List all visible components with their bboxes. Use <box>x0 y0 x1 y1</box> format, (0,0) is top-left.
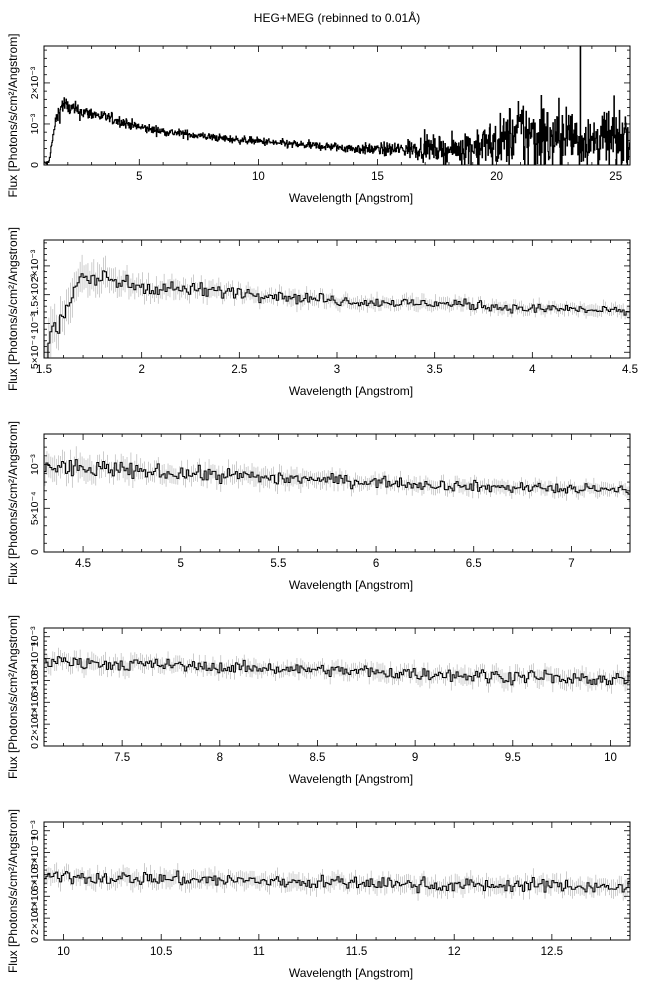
plot-frame <box>43 433 631 553</box>
spectrum-panel-1: 5 10 15 20 25 0 10⁻³ 2×10⁻³ Wavelength [Angstrom… <box>6 33 631 205</box>
x-tick-label: 7.5 <box>114 752 130 764</box>
spectrum-panel-3: 4.5 5 5.5 6 6.5 7 0 5×10⁻⁴ 10⁻³ Wavelength [Angst… <box>6 421 631 592</box>
x-tick-label: 2 <box>138 364 144 376</box>
x-tick-label: 6.5 <box>466 558 482 570</box>
x-tick-label: 1.5 <box>36 364 52 376</box>
spectrum-line <box>44 656 630 686</box>
x-axis-label: Wavelength [Angstrom] <box>289 384 413 398</box>
error-bars <box>44 862 630 901</box>
y-tick-label: 8×10⁻⁴ <box>29 642 41 676</box>
y-tick-label: 1.5×10⁻³ <box>29 273 41 315</box>
y-tick-label: 0 <box>29 549 41 555</box>
y-axis-label: Flux [Photons/s/cm²/Angstrom] <box>6 227 20 391</box>
x-tick-label: 4 <box>529 364 536 376</box>
x-tick-label: 10 <box>604 752 617 764</box>
y-tick-label: 0 <box>29 743 41 749</box>
y-axis-label: Flux [Photons/s/cm²/Angstrom] <box>6 421 20 585</box>
x-tick-label: 8 <box>217 752 223 764</box>
y-axis-label: Flux [Photons/s/cm²/Angstrom] <box>6 33 20 197</box>
y-tick-label: 0 <box>29 162 41 168</box>
y-tick-label: 5×10⁻⁴ <box>29 335 41 369</box>
figure-title: HEG+MEG (rebinned to 0.01Å) <box>254 10 420 25</box>
spectrum-series <box>44 647 630 694</box>
spectrum-line <box>44 459 630 495</box>
x-axis-label: Wavelength [Angstrom] <box>289 966 413 980</box>
y-tick-label: 10⁻³ <box>29 626 41 647</box>
x-tick-label: 10 <box>252 171 265 183</box>
x-tick-label: 12.5 <box>541 946 563 958</box>
spectrum-panel-2: 1.5 2 2.5 3 3.5 4 4.5 5×10⁻⁴10⁻³1.5×10⁻³2×10⁻³ W… <box>6 227 638 398</box>
x-tick-label: 20 <box>490 171 503 183</box>
x-tick-label: 3 <box>334 364 340 376</box>
spectrum-line <box>44 46 630 165</box>
x-tick-label: 3.5 <box>427 364 443 376</box>
x-tick-label: 15 <box>371 171 384 183</box>
y-tick-label: 4×10⁻⁴ <box>29 879 41 913</box>
spectrum-panel-4: 7.5 8 8.5 9 9.5 10 0 2×10⁻⁴4×10⁻⁴6×10⁻⁴8×10⁻⁴10… <box>6 615 631 786</box>
y-axis-label: Flux [Photons/s/cm²/Angstrom] <box>6 809 20 973</box>
x-tick-label: 11.5 <box>346 946 368 958</box>
error-bars <box>44 647 630 694</box>
y-tick-label: 10⁻³ <box>29 113 41 134</box>
x-tick-label: 5.5 <box>270 558 286 570</box>
x-tick-label: 12 <box>448 946 461 958</box>
y-tick-label: 6×10⁻⁴ <box>29 664 41 698</box>
x-tick-label: 5 <box>178 558 184 570</box>
x-axis-label: Wavelength [Angstrom] <box>289 772 413 786</box>
x-tick-label: 10 <box>57 946 70 958</box>
y-tick-label: 2×10⁻⁴ <box>29 901 41 935</box>
x-tick-label: 4.5 <box>75 558 91 570</box>
y-tick-label: 2×10⁻³ <box>29 249 41 282</box>
x-tick-label: 9 <box>412 752 418 764</box>
y-tick-label: 8×10⁻⁴ <box>29 836 41 870</box>
plot-frame <box>43 45 631 166</box>
y-tick-label: 5×10⁻⁴ <box>29 491 41 525</box>
spectrum-series <box>44 254 630 358</box>
y-tick-label: 0 <box>29 937 41 943</box>
plot-frame <box>43 627 631 747</box>
y-tick-label: 6×10⁻⁴ <box>29 858 41 892</box>
spectrum-series <box>44 862 630 901</box>
spectrum-series <box>44 46 630 165</box>
x-tick-label: 7 <box>568 558 574 570</box>
spectrum-line <box>47 270 630 358</box>
x-axis-label: Wavelength [Angstrom] <box>289 578 413 592</box>
error-bars <box>44 446 630 502</box>
plot-frame <box>43 239 631 359</box>
x-tick-label: 10.5 <box>150 946 172 958</box>
spectrum-series <box>44 446 630 502</box>
spectrum-panel-5: 10 10.5 11 11.5 12 12.5 0 2×10⁻⁴4×10⁻⁴6×10⁻⁴8×1… <box>6 809 631 980</box>
y-tick-label: 4×10⁻⁴ <box>29 685 41 719</box>
y-tick-label: 2×10⁻⁴ <box>29 707 41 741</box>
x-axis-label: Wavelength [Angstrom] <box>289 191 413 205</box>
x-tick-label: 5 <box>136 171 142 183</box>
y-axis-label: Flux [Photons/s/cm²/Angstrom] <box>6 615 20 779</box>
spectrum-line <box>44 870 630 894</box>
x-tick-label: 6 <box>373 558 379 570</box>
x-tick-label: 2.5 <box>231 364 247 376</box>
y-tick-label: 10⁻³ <box>29 454 41 475</box>
y-tick-label: 10⁻³ <box>29 820 41 841</box>
x-tick-label: 9.5 <box>505 752 521 764</box>
y-tick-label: 2×10⁻³ <box>29 66 41 99</box>
x-tick-label: 8.5 <box>309 752 325 764</box>
x-tick-label: 11 <box>253 946 265 958</box>
y-tick-label: 10⁻³ <box>29 313 41 334</box>
x-tick-label: 25 <box>609 171 622 183</box>
x-tick-label: 4.5 <box>622 364 638 376</box>
